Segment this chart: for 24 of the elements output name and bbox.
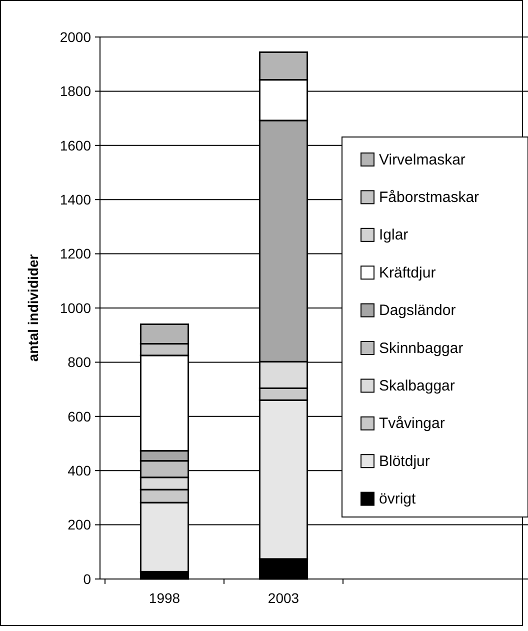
- legend-label: Fåborstmaskar: [379, 188, 480, 206]
- x-tick-label: 2003: [268, 590, 300, 606]
- legend-label: Skalbaggar: [379, 377, 455, 394]
- y-tick-label: 2000: [60, 28, 92, 45]
- y-tick-label: 400: [68, 462, 92, 478]
- y-tick-label: 1600: [60, 137, 92, 154]
- x-tick-label: 1998: [148, 590, 180, 606]
- legend-label: Skinnbaggar: [379, 340, 464, 357]
- y-tick-label: 1800: [60, 83, 92, 100]
- legend-label: Iglar: [379, 226, 408, 244]
- y-tick-label: 1000: [60, 300, 92, 316]
- legend-label: övrigt: [379, 490, 417, 508]
- y-tick-label: 1200: [60, 246, 92, 262]
- y-tick-label: 0: [83, 570, 92, 587]
- y-tick-label: 800: [68, 354, 92, 370]
- y-axis-title: antal individider: [25, 254, 41, 362]
- y-tick-label: 600: [68, 408, 92, 424]
- legend-label: Dagsländor: [379, 302, 456, 320]
- legend-label: Blötdjur: [379, 452, 430, 470]
- y-tick-label: 1400: [60, 192, 92, 208]
- legend-label: Tvåvingar: [379, 415, 445, 432]
- y-tick-label: 200: [68, 516, 92, 533]
- legend-label: Virvelmaskar: [379, 151, 466, 168]
- legend-label: Kräftdjur: [379, 264, 436, 282]
